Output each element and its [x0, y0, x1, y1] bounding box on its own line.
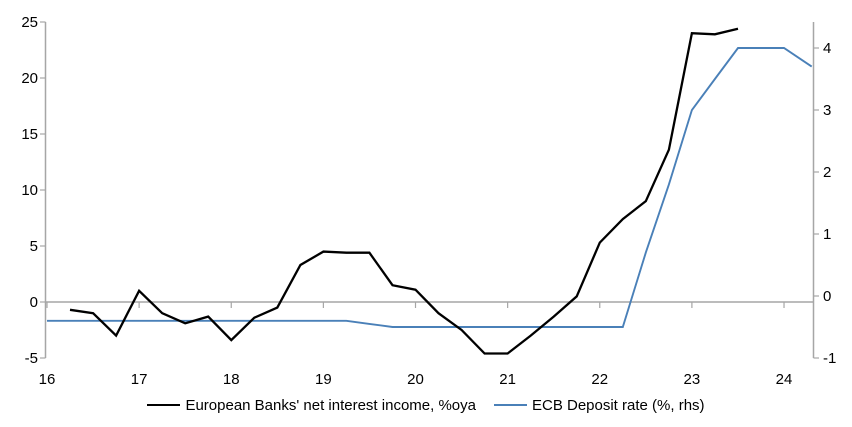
- nii-line-swatch: [147, 404, 181, 406]
- series-line-1: [47, 47, 813, 328]
- x-axis-tick-label: 18: [223, 371, 240, 388]
- series-line-0: [69, 27, 739, 355]
- nii-legend-label: European Banks' net interest income, %oy…: [185, 396, 476, 414]
- right-axis-tick-label: 2: [823, 164, 831, 181]
- left-axis-tick-label: 25: [21, 14, 38, 31]
- x-axis-tick-label: 23: [684, 371, 701, 388]
- left-axis-tick-label: -5: [25, 350, 38, 367]
- x-axis-tick-label: 21: [499, 371, 516, 388]
- left-axis-tick-label: 10: [21, 182, 38, 199]
- legend-item-nii: European Banks' net interest income, %oy…: [147, 397, 476, 414]
- right-axis-tick-label: 1: [823, 226, 831, 243]
- left-axis-tick-label: 5: [30, 238, 38, 255]
- right-axis-tick-label: 3: [823, 102, 831, 119]
- ecb-legend-label: ECB Deposit rate (%, rhs): [531, 396, 705, 414]
- right-axis-tick-label: -1: [823, 350, 836, 367]
- legend: European Banks' net interest income, %oy…: [0, 393, 852, 417]
- x-axis-tick-label: 17: [131, 371, 148, 388]
- right-axis-tick-label: 4: [823, 40, 831, 57]
- right-axis-tick-label: 0: [823, 288, 831, 305]
- left-axis-tick-label: 20: [21, 70, 38, 87]
- legend-item-ecb: ECB Deposit rate (%, rhs): [493, 396, 705, 414]
- x-axis-tick-label: 20: [407, 371, 424, 388]
- x-axis-tick-label: 16: [39, 371, 56, 388]
- left-axis-tick-label: 15: [21, 126, 38, 143]
- x-axis-tick-label: 19: [315, 371, 332, 388]
- x-axis-tick-label: 24: [776, 371, 793, 388]
- left-axis-tick-label: 0: [30, 294, 38, 311]
- x-axis-tick-label: 22: [591, 371, 608, 388]
- ecb-line-swatch: [493, 404, 527, 406]
